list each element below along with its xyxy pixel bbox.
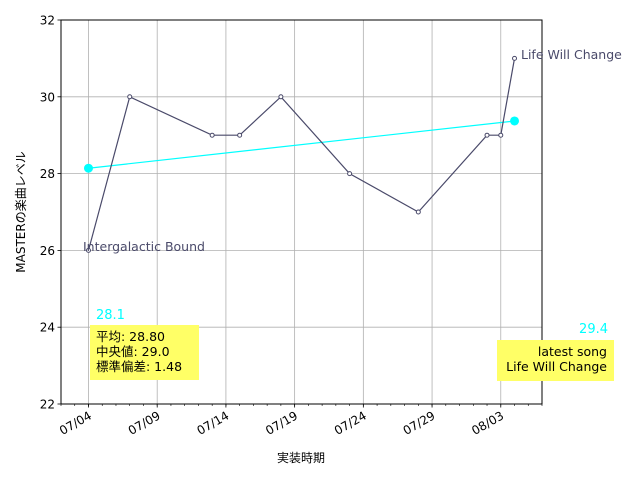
trend-line xyxy=(88,120,515,169)
latest-box-background xyxy=(497,340,614,381)
x-tick-label: 08/03 xyxy=(469,408,506,437)
x-tick-label: 07/04 xyxy=(57,408,94,437)
trend-end-point xyxy=(510,116,520,126)
last-song-annotation: Life Will Change xyxy=(521,47,622,62)
trend-start-label: 28.1 xyxy=(96,308,125,323)
stats-box: 平均: 28.80 中央値: 29.0 標準偏差: 1.48 xyxy=(90,325,199,380)
y-axis-label: MASTERの楽曲レベル xyxy=(14,151,28,272)
data-point xyxy=(415,209,421,215)
trend-line-group xyxy=(83,116,520,173)
data-point xyxy=(85,247,91,253)
y-tick-label: 32 xyxy=(40,14,55,28)
series-group xyxy=(85,55,518,253)
y-ticks: 22 24 26 28 30 32 xyxy=(40,14,61,412)
latest-box: latest song Life Will Change xyxy=(497,340,614,381)
x-tick-label: 07/24 xyxy=(332,408,369,437)
data-point xyxy=(237,132,243,138)
x-minor-ticks xyxy=(60,404,543,406)
x-tick-label: 07/14 xyxy=(194,408,231,437)
x-ticks: 07/04 07/09 07/14 07/19 07/24 07/29 08/03 xyxy=(57,404,506,438)
latest-song-name: Life Will Change xyxy=(506,359,607,374)
x-tick-label: 07/09 xyxy=(126,408,163,437)
trend-end-label: 29.4 xyxy=(579,322,608,337)
data-point xyxy=(209,132,215,138)
y-tick-label: 28 xyxy=(40,167,55,181)
first-song-annotation: Intergalactic Bound xyxy=(83,239,205,254)
stats-mean: 平均: 28.80 xyxy=(96,329,165,344)
y-tick-label: 22 xyxy=(40,398,55,412)
data-point xyxy=(498,132,504,138)
plot-frame xyxy=(60,19,543,405)
stats-stddev: 標準偏差: 1.48 xyxy=(96,359,182,374)
series-line xyxy=(87,58,516,251)
y-tick-label: 26 xyxy=(40,244,55,258)
data-point xyxy=(127,94,133,100)
x-axis-label: 実装時期 xyxy=(277,450,325,465)
trend-start-point xyxy=(83,163,93,173)
x-tick-label: 07/29 xyxy=(401,408,438,437)
stats-median: 中央値: 29.0 xyxy=(96,344,170,359)
data-point xyxy=(278,94,284,100)
data-point xyxy=(484,132,490,138)
y-tick-label: 24 xyxy=(40,321,55,335)
data-point xyxy=(347,171,353,177)
stats-box-background xyxy=(90,325,199,380)
data-point xyxy=(512,55,518,61)
x-tick-label: 07/19 xyxy=(263,408,300,437)
latest-title: latest song xyxy=(538,344,607,359)
y-tick-label: 30 xyxy=(40,90,55,104)
